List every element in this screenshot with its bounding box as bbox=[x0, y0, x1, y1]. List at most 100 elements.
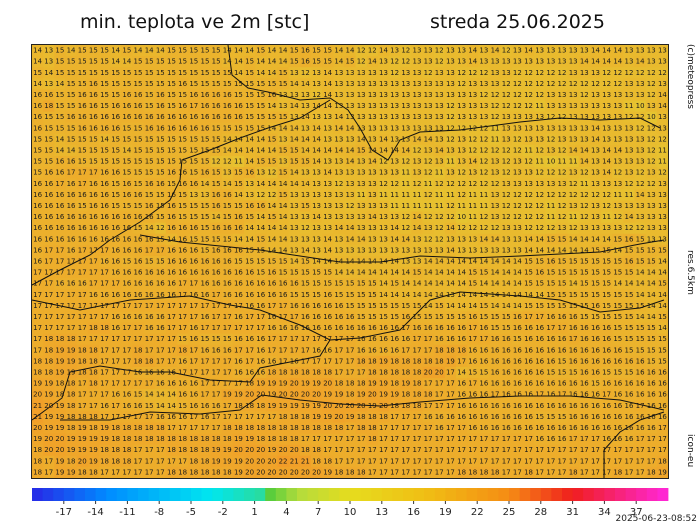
cell-shade bbox=[500, 189, 513, 201]
cell-value: 15 bbox=[178, 69, 187, 77]
cell-value: 19 bbox=[312, 402, 321, 410]
cell-value: 13 bbox=[424, 224, 433, 232]
cell-shade bbox=[54, 255, 66, 268]
cell-shade bbox=[333, 144, 345, 157]
cell-value: 13 bbox=[546, 91, 555, 99]
cell-value: 16 bbox=[613, 413, 622, 421]
cell-shade bbox=[522, 255, 535, 268]
cell-value: 16 bbox=[122, 291, 131, 299]
cell-value: 15 bbox=[33, 169, 42, 177]
cell-shade bbox=[210, 45, 223, 57]
cell-value: 13 bbox=[301, 169, 310, 177]
cell-value: 17 bbox=[55, 269, 64, 277]
cell-value: 14 bbox=[234, 69, 243, 77]
cell-value: 14 bbox=[323, 146, 332, 154]
cell-value: 17 bbox=[379, 435, 388, 443]
cell-shade bbox=[199, 122, 212, 135]
cell-value: 18 bbox=[368, 357, 377, 365]
cell-value: 16 bbox=[67, 158, 76, 166]
cell-value: 16 bbox=[636, 357, 645, 365]
cell-shade bbox=[54, 233, 66, 246]
colorbar-tick-label: 13 bbox=[375, 507, 388, 518]
cell-value: 13 bbox=[513, 47, 522, 55]
cell-shade bbox=[277, 278, 290, 290]
cell-value: 19 bbox=[301, 402, 310, 410]
cell-shade bbox=[634, 78, 647, 90]
cell-value: 15 bbox=[379, 313, 388, 321]
cell-value: 15 bbox=[301, 280, 310, 288]
cell-value: 13 bbox=[580, 47, 589, 55]
cell-value: 20 bbox=[44, 435, 53, 443]
cell-shade bbox=[500, 122, 513, 135]
cell-value: 16 bbox=[100, 235, 109, 243]
cell-value: 14 bbox=[290, 135, 299, 143]
cell-value: 13 bbox=[379, 202, 388, 210]
cell-value: 17 bbox=[312, 435, 321, 443]
cell-shade bbox=[333, 78, 345, 90]
cell-value: 13 bbox=[624, 91, 633, 99]
cell-shade bbox=[534, 244, 546, 257]
cell-value: 15 bbox=[223, 202, 232, 210]
cell-value: 13 bbox=[502, 135, 511, 143]
cell-value: 17 bbox=[290, 346, 299, 354]
cell-shade bbox=[76, 267, 89, 279]
cell-shade bbox=[255, 100, 267, 113]
cell-shade bbox=[522, 156, 535, 168]
cell-shade bbox=[656, 255, 669, 268]
cell-value: 14 bbox=[334, 269, 343, 277]
cell-value: 15 bbox=[111, 91, 120, 99]
cell-value: 17 bbox=[457, 457, 466, 465]
cell-value: 16 bbox=[145, 369, 154, 377]
cell-value: 17 bbox=[658, 446, 667, 454]
cell-value: 16 bbox=[491, 413, 500, 421]
cell-value: 17 bbox=[44, 291, 53, 299]
cell-value: 14 bbox=[267, 47, 276, 55]
cell-shade bbox=[645, 100, 658, 113]
cell-value: 17 bbox=[468, 446, 477, 454]
cell-value: 17 bbox=[67, 258, 76, 266]
cell-shade bbox=[299, 133, 312, 146]
cell-value: 14 bbox=[491, 302, 500, 310]
cell-value: 14 bbox=[245, 158, 254, 166]
cell-value: 19 bbox=[55, 457, 64, 465]
cell-value: 18 bbox=[89, 424, 98, 432]
cell-shade bbox=[567, 211, 580, 224]
cell-shade bbox=[601, 100, 613, 113]
cell-shade bbox=[344, 222, 357, 235]
cell-value: 12 bbox=[424, 158, 433, 166]
cell-value: 13 bbox=[491, 158, 500, 166]
cell-value: 14 bbox=[535, 235, 544, 243]
cell-shade bbox=[444, 278, 457, 290]
cell-value: 13 bbox=[513, 113, 522, 121]
cell-shade bbox=[422, 189, 435, 201]
cell-value: 17 bbox=[647, 446, 656, 454]
cell-shade bbox=[132, 167, 145, 179]
cell-value: 15 bbox=[368, 313, 377, 321]
cell-value: 14 bbox=[569, 280, 578, 288]
cell-value: 17 bbox=[89, 169, 98, 177]
cell-shade bbox=[389, 67, 401, 79]
cell-value: 18 bbox=[301, 369, 310, 377]
cell-value: 15 bbox=[602, 302, 611, 310]
cell-shade bbox=[266, 89, 278, 102]
cell-value: 17 bbox=[267, 413, 276, 421]
cell-shade bbox=[277, 267, 290, 279]
cell-shade bbox=[221, 167, 234, 179]
cell-value: 17 bbox=[390, 413, 399, 421]
cell-value: 12 bbox=[412, 180, 421, 188]
cell-value: 14 bbox=[167, 235, 176, 243]
cell-value: 16 bbox=[256, 280, 265, 288]
cell-value: 14 bbox=[223, 47, 232, 55]
cell-shade bbox=[377, 244, 390, 257]
cell-value: 13 bbox=[334, 91, 343, 99]
cell-value: 18 bbox=[267, 424, 276, 432]
cell-shade bbox=[210, 144, 223, 157]
cell-shade bbox=[310, 144, 323, 157]
cell-value: 16 bbox=[156, 413, 165, 421]
cell-value: 17 bbox=[189, 357, 198, 365]
cell-value: 15 bbox=[78, 80, 87, 88]
cell-value: 15 bbox=[256, 258, 265, 266]
cell-value: 15 bbox=[67, 102, 76, 110]
cell-value: 16 bbox=[145, 280, 154, 288]
cell-value: 10 bbox=[647, 113, 656, 121]
